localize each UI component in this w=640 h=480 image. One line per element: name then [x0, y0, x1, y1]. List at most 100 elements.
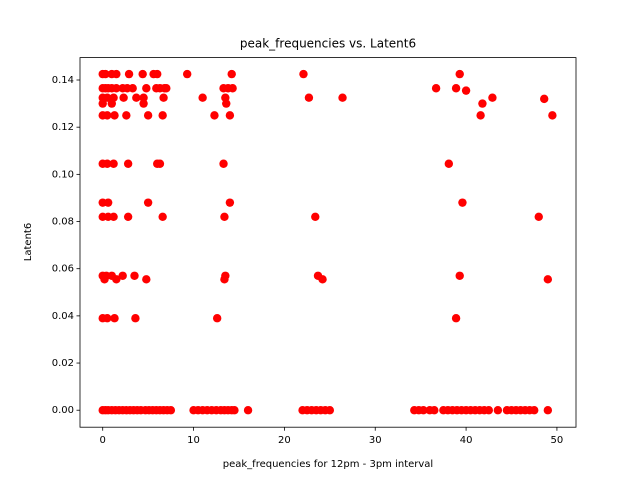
scatter-point — [304, 93, 314, 102]
scatter-point — [222, 99, 231, 108]
y-tick-label: 0.04 — [52, 311, 74, 322]
scatter-point — [110, 314, 119, 323]
scatter-point — [461, 86, 471, 95]
scatter-point — [484, 406, 493, 415]
scatter-point — [311, 212, 320, 222]
axes-frame — [79, 57, 577, 428]
x-tick-label: 0 — [100, 435, 106, 446]
scatter-point — [131, 314, 140, 323]
scatter-point — [419, 406, 428, 415]
scatter-point — [138, 69, 147, 79]
x-tick-label: 50 — [551, 435, 564, 446]
x-tick-label: 40 — [460, 435, 473, 446]
scatter-point — [476, 111, 485, 120]
scatter-point — [478, 99, 487, 108]
scatter-point — [225, 198, 235, 207]
scatter-point — [119, 93, 128, 102]
scatter-point — [109, 159, 118, 168]
scatter-point — [139, 93, 148, 102]
scatter-point — [139, 99, 148, 108]
scatter-point — [325, 406, 335, 415]
scatter-point — [182, 69, 192, 79]
scatter-point — [543, 275, 553, 284]
scatter-point — [166, 406, 176, 415]
chart-title: peak_frequencies vs. Latent6 — [240, 37, 416, 51]
y-tick-label: 0.12 — [52, 122, 74, 133]
scatter-point — [318, 275, 327, 284]
scatter-point — [243, 406, 253, 415]
scatter-point — [118, 271, 127, 280]
scatter-point — [124, 69, 134, 79]
scatter-point — [158, 111, 167, 120]
scatter-point — [132, 93, 141, 102]
scatter-point — [112, 84, 121, 93]
scatter-point — [458, 198, 467, 207]
scatter-point — [220, 275, 229, 284]
scatter-point — [225, 111, 235, 120]
scatter-point — [444, 159, 454, 168]
scatter-point — [431, 84, 441, 93]
x-axis-label: peak_frequencies for 12pm - 3pm interval — [223, 459, 433, 470]
scatter-point — [493, 406, 503, 415]
scatter-point — [540, 94, 549, 104]
scatter-point — [530, 406, 539, 415]
scatter-point — [543, 406, 553, 415]
scatter-point — [159, 93, 168, 102]
scatter-point — [153, 69, 162, 79]
y-tick-label: 0.06 — [52, 264, 74, 275]
scatter-point — [162, 84, 171, 93]
scatter-point — [230, 406, 239, 415]
scatter-point — [123, 212, 133, 222]
scatter-point — [548, 111, 557, 120]
scatter-point — [103, 198, 113, 207]
scatter-point — [130, 271, 139, 280]
scatter-point — [198, 93, 207, 102]
x-tick-label: 20 — [278, 435, 291, 446]
scatter-point — [488, 93, 497, 102]
scatter-point — [228, 84, 237, 93]
scatter-point — [212, 314, 222, 323]
scatter-point — [103, 314, 112, 323]
x-tick-label: 30 — [369, 435, 382, 446]
y-tick-label: 0.00 — [52, 405, 74, 416]
scatter-point — [210, 111, 219, 120]
y-axis-label: Latent6 — [23, 223, 34, 261]
scatter-point — [109, 212, 118, 222]
scatter-point — [142, 84, 151, 93]
scatter-point — [103, 93, 112, 102]
scatter-point — [299, 69, 308, 79]
scatter-point — [101, 69, 110, 79]
y-tick-label: 0.14 — [52, 75, 74, 86]
scatter-point — [103, 111, 112, 120]
scatter-point — [455, 271, 464, 280]
scatter-point — [455, 69, 464, 79]
scatter-point — [112, 69, 121, 79]
scatter-point — [143, 198, 153, 207]
plot-area — [98, 69, 557, 415]
y-tick-label: 0.02 — [52, 358, 74, 369]
scatter-point — [100, 275, 109, 284]
scatter-point — [122, 111, 131, 120]
scatter-point — [142, 275, 151, 284]
scatter-point — [98, 99, 107, 108]
scatter-point — [430, 406, 439, 415]
scatter-point — [107, 99, 116, 108]
scatter-point — [227, 69, 236, 79]
scatter-point — [219, 159, 228, 168]
y-tick-label: 0.10 — [52, 169, 74, 180]
scatter-point — [110, 111, 119, 120]
scatter-point — [451, 84, 461, 93]
scatter-point — [158, 212, 167, 222]
scatter-point — [155, 159, 165, 168]
scatter-point — [338, 93, 347, 102]
scatter-point — [123, 159, 133, 168]
y-tick-label: 0.08 — [52, 217, 74, 228]
scatter-point — [112, 275, 121, 284]
scatter-point — [143, 111, 153, 120]
scatter-point — [128, 84, 137, 93]
scatter-point — [103, 159, 112, 168]
scatter-point — [220, 212, 229, 222]
scatter-point — [451, 314, 461, 323]
